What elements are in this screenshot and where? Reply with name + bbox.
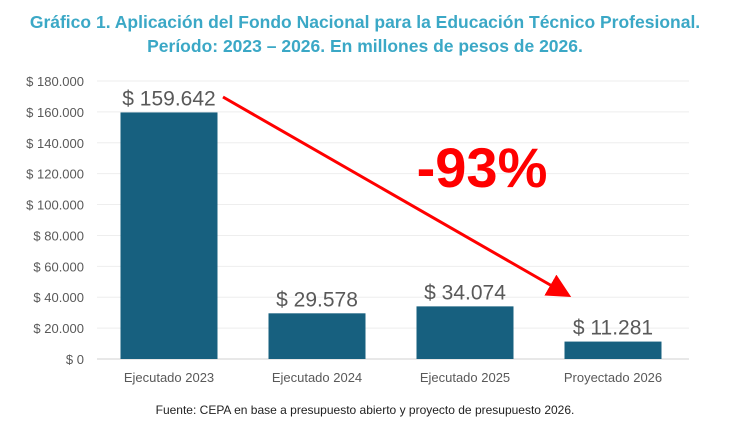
y-tick-label: $ 0 <box>66 352 84 367</box>
bar <box>564 341 662 359</box>
source-note: Fuente: CEPA en base a presupuesto abier… <box>155 403 575 417</box>
x-tick-label: Ejecutado 2025 <box>420 370 510 385</box>
y-tick-label: $ 40.000 <box>33 290 84 305</box>
data-label: $ 159.642 <box>122 87 215 110</box>
data-label: $ 29.578 <box>276 288 358 311</box>
x-tick-label: Proyectado 2026 <box>564 370 662 385</box>
title-line-2: Período: 2023 – 2026. En millones de pes… <box>147 36 583 56</box>
x-tick-label: Ejecutado 2024 <box>272 370 362 385</box>
bar <box>268 313 366 359</box>
bar <box>416 306 514 359</box>
y-tick-label: $ 180.000 <box>26 74 84 89</box>
y-tick-label: $ 20.000 <box>33 321 84 336</box>
y-tick-label: $ 80.000 <box>33 228 84 243</box>
data-label: $ 34.074 <box>424 281 506 304</box>
y-tick-label: $ 100.000 <box>26 198 84 213</box>
y-tick-label: $ 160.000 <box>26 105 84 120</box>
trend-arrow <box>222 95 572 297</box>
y-tick-label: $ 140.000 <box>26 136 84 151</box>
chart-title: Gráfico 1. Aplicación del Fondo Nacional… <box>0 10 730 58</box>
bar <box>120 112 218 359</box>
data-label: $ 11.281 <box>573 317 653 340</box>
x-tick-label: Ejecutado 2023 <box>124 370 214 385</box>
y-tick-label: $ 60.000 <box>33 259 84 274</box>
annotation-percent: -93% <box>417 136 548 199</box>
title-line-1: Gráfico 1. Aplicación del Fondo Nacional… <box>29 12 701 32</box>
y-tick-label: $ 120.000 <box>26 167 84 182</box>
